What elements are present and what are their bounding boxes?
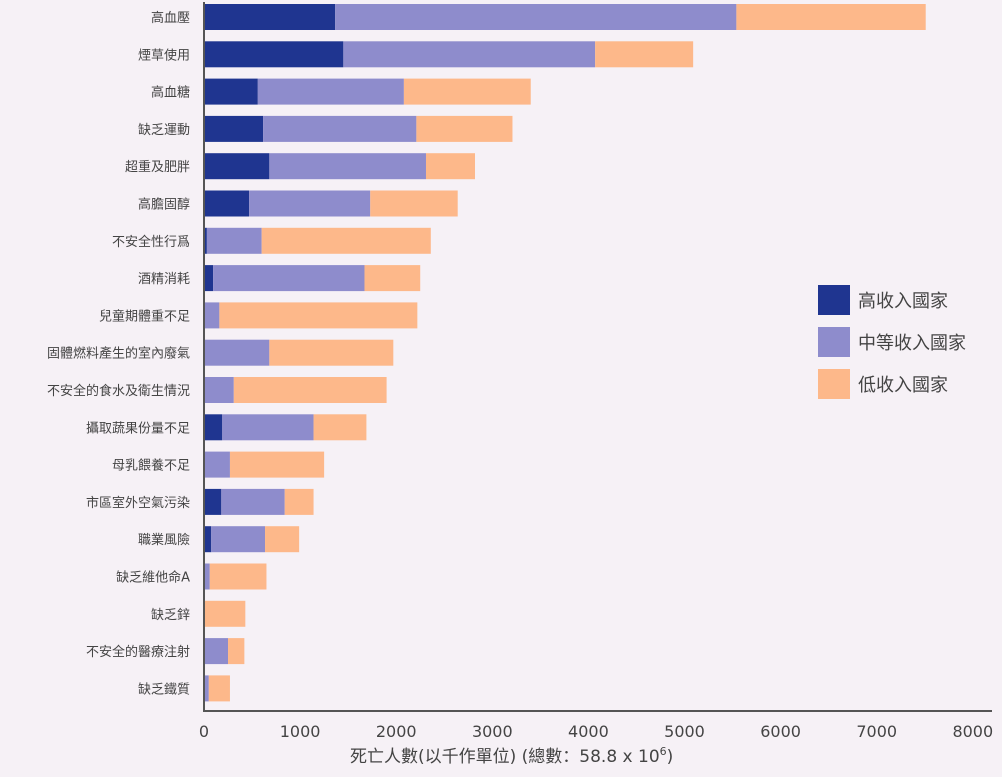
bar-segment-middle-income — [204, 638, 229, 665]
bar-segment-low-income — [736, 4, 926, 30]
bar-segment-low-income — [209, 563, 267, 590]
x-axis-title: 死亡人數(以千作單位) (總數：58.8 x 106) — [350, 745, 673, 767]
legend-label: 中等收入國家 — [858, 333, 966, 354]
bar-segment-middle-income — [249, 190, 371, 217]
bar-segment-high-income — [204, 4, 336, 30]
x-tick-label: 6000 — [760, 722, 801, 741]
bar-segment-middle-income — [335, 4, 737, 30]
bar-segment-low-income — [364, 265, 421, 292]
bar-segment-middle-income — [257, 78, 404, 105]
bar-segment-middle-income — [269, 153, 426, 180]
bar-segment-low-income — [403, 78, 531, 105]
x-tick-label: 7000 — [856, 722, 897, 741]
bar-segment-low-income — [261, 227, 431, 254]
category-labels: 高血壓煙草使用高血糖缺乏運動超重及肥胖高膽固醇不安全性行爲酒精消耗兒童期體重不足… — [47, 10, 190, 697]
bar-segment-low-income — [370, 190, 458, 217]
x-tick-labels: 0 1000 2000 3000 4000 5000 6000 7000 8000 — [199, 722, 993, 741]
bar-segment-middle-income — [263, 115, 417, 142]
bar-segment-high-income — [204, 153, 270, 180]
bar-segment-low-income — [313, 414, 367, 441]
category-label: 酒精消耗 — [138, 272, 190, 287]
category-label: 市區室外空氣污染 — [86, 495, 190, 511]
bar-segment-low-income — [595, 41, 694, 68]
category-label: 高血壓 — [151, 10, 190, 26]
category-label: 缺乏運動 — [138, 123, 190, 138]
category-label: 母乳餵養不足 — [112, 458, 190, 474]
bar-segment-low-income — [233, 377, 387, 403]
bar-segment-middle-income — [222, 414, 314, 441]
legend-swatch — [818, 369, 850, 399]
bar-segment-low-income — [269, 339, 394, 366]
bars-group — [204, 4, 926, 702]
category-label: 缺乏鐵質 — [138, 681, 190, 697]
bar-segment-middle-income — [211, 526, 266, 553]
bar-segment-low-income — [265, 526, 300, 553]
legend-swatch — [818, 327, 850, 357]
bar-segment-high-income — [204, 41, 344, 68]
bar-segment-middle-income — [204, 675, 209, 702]
x-tick-label: 2000 — [376, 722, 417, 741]
bar-segment-middle-income — [204, 377, 234, 403]
bar-segment-middle-income — [204, 302, 220, 329]
bar-segment-low-income — [208, 675, 230, 702]
legend-swatch — [818, 285, 850, 315]
bar-segment-middle-income — [206, 227, 262, 254]
category-label: 煙草使用 — [138, 47, 190, 63]
bar-segment-low-income — [219, 302, 418, 329]
x-tick-label: 8000 — [952, 722, 993, 741]
bar-segment-low-income — [228, 638, 245, 665]
bar-segment-high-income — [204, 265, 214, 292]
x-tick-label: 4000 — [568, 722, 609, 741]
bar-segment-middle-income — [204, 339, 270, 366]
category-label: 職業風險 — [138, 532, 190, 548]
category-label: 缺乏維他命A — [116, 570, 190, 586]
legend-label: 高收入國家 — [858, 291, 948, 312]
bar-segment-middle-income — [343, 41, 596, 68]
bar-segment-high-income — [204, 227, 207, 254]
bar-segment-high-income — [204, 78, 258, 105]
x-tick-label: 1000 — [280, 722, 321, 741]
category-label: 不安全性行爲 — [112, 234, 190, 250]
category-label: 高膽固醇 — [138, 197, 190, 213]
bar-segment-low-income — [425, 153, 476, 180]
bar-segment-high-income — [204, 190, 250, 217]
bar-segment-low-income — [416, 115, 513, 142]
x-tick-label: 0 — [199, 722, 209, 741]
bar-segment-low-income — [229, 451, 325, 478]
bar-segment-high-income — [204, 526, 212, 553]
x-tick-label: 5000 — [664, 722, 705, 741]
bar-segment-low-income — [204, 600, 246, 627]
bar-segment-middle-income — [204, 563, 210, 590]
bar-segment-middle-income — [221, 488, 285, 515]
category-label: 兒童期體重不足 — [99, 308, 190, 324]
bar-segment-high-income — [204, 414, 223, 441]
bar-segment-high-income — [204, 488, 222, 515]
category-label: 固體燃料產生的室內廢氣 — [47, 346, 190, 362]
category-label: 高血糖 — [151, 85, 190, 101]
bar-segment-middle-income — [204, 451, 230, 478]
category-label: 攝取蔬果份量不足 — [86, 420, 190, 436]
x-tick-label: 3000 — [472, 722, 513, 741]
category-label: 超重及肥胖 — [125, 159, 190, 175]
category-label: 不安全的食水及衛生情況 — [47, 383, 190, 399]
bar-segment-high-income — [204, 115, 264, 142]
legend-label: 低收入國家 — [858, 375, 948, 396]
category-label: 缺乏鋅 — [151, 608, 190, 623]
category-label: 不安全的醫療注射 — [86, 644, 190, 660]
bar-segment-middle-income — [213, 265, 365, 292]
bar-segment-low-income — [284, 488, 314, 515]
